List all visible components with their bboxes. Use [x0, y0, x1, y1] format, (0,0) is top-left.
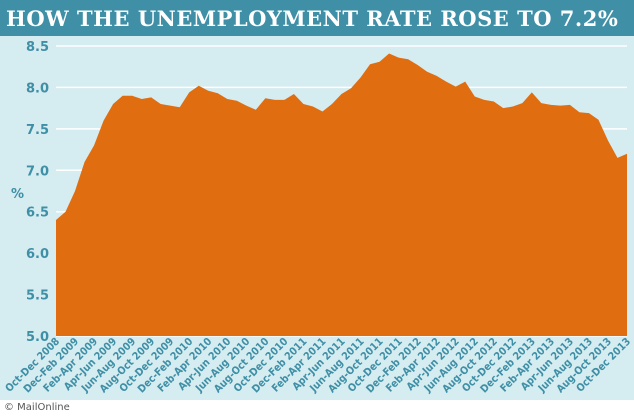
y-axis-label: % [11, 187, 24, 202]
y-tick-label: 7.5 [26, 123, 49, 138]
title-bar: HOW THE UNEMPLOYMENT RATE ROSE TO 7.2% [0, 0, 634, 36]
source-credit: © MailOnline [4, 402, 70, 413]
area-series [55, 53, 628, 337]
y-axis-ticks: 5.0 5.5 6.0 6.5 7.0 7.5 8.0 8.5 [26, 40, 49, 345]
y-tick-label: 8.0 [26, 81, 49, 96]
unemployment-area [56, 53, 627, 337]
area-chart: 5.0 5.5 6.0 6.5 7.0 7.5 8.0 8.5 Oct-Dec 2008Dec… [3, 40, 633, 395]
chart-title: HOW THE UNEMPLOYMENT RATE ROSE TO 7.2% [6, 5, 619, 31]
y-tick-label: 7.0 [26, 164, 49, 179]
y-tick-label: 5.0 [26, 330, 49, 345]
footer: © MailOnline [0, 400, 634, 419]
y-tick-label: 6.5 [26, 206, 49, 221]
y-tick-label: 6.0 [26, 247, 49, 262]
y-tick-label: 5.5 [26, 289, 49, 304]
chart-area: 5.0 5.5 6.0 6.5 7.0 7.5 8.0 8.5 Oct-Dec 2008 Dec… [0, 36, 634, 400]
y-tick-label: 8.5 [26, 40, 49, 55]
